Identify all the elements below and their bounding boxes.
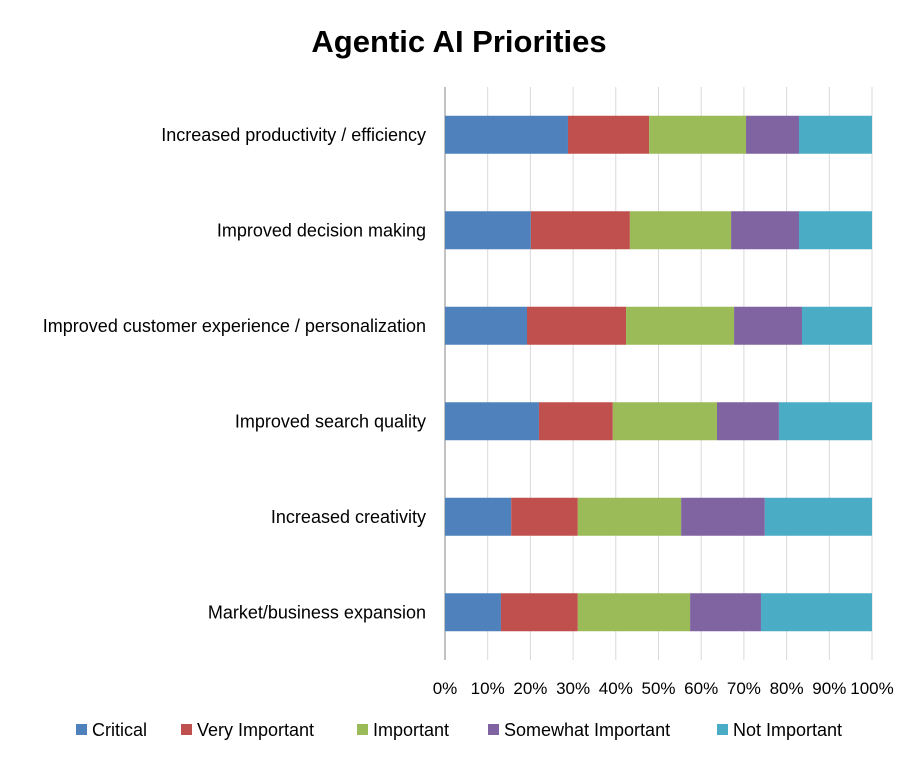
bar-segment-very-important (526, 306, 627, 345)
x-tick-label: 70% (727, 679, 761, 698)
bar-segment-somewhat-important (746, 115, 799, 154)
bar-segment-somewhat-important (681, 497, 765, 536)
legend-swatch (76, 724, 87, 735)
bar-segment-somewhat-important (731, 211, 799, 250)
legend-label: Important (373, 720, 449, 740)
x-tick-label: 30% (556, 679, 590, 698)
bar-segment-critical (445, 306, 527, 345)
legend-swatch (181, 724, 192, 735)
bar-segment-important (577, 497, 682, 536)
bar-segment-important (629, 211, 732, 250)
x-tick-label: 100% (850, 679, 893, 698)
bar-segment-not-important (764, 497, 872, 536)
bar-segment-critical (445, 115, 568, 154)
bar-segment-critical (445, 402, 539, 441)
category-label: Increased creativity (271, 507, 426, 527)
legend-swatch (717, 724, 728, 735)
bar-segment-important (577, 593, 691, 632)
x-tick-label: 40% (599, 679, 633, 698)
x-tick-label: 90% (812, 679, 846, 698)
bar-segment-very-important (511, 497, 578, 536)
bar-segment-important (626, 306, 735, 345)
x-tick-label: 20% (513, 679, 547, 698)
x-tick-label: 50% (641, 679, 675, 698)
legend-label: Not Important (733, 720, 842, 740)
x-tick-label: 80% (770, 679, 804, 698)
category-label: Market/business expansion (208, 602, 426, 622)
legend-swatch (488, 724, 499, 735)
legend-label: Somewhat Important (504, 720, 670, 740)
category-label: Increased productivity / efficiency (161, 125, 426, 145)
category-label: Improved search quality (235, 411, 426, 431)
category-label: Improved decision making (217, 220, 426, 240)
bar-segment-not-important (798, 115, 872, 154)
legend-swatch (357, 724, 368, 735)
bar-segment-somewhat-important (716, 402, 779, 441)
bar-segment-important (612, 402, 717, 441)
x-tick-label: 60% (684, 679, 718, 698)
bar-segment-somewhat-important (690, 593, 761, 632)
bar-segment-not-important (760, 593, 872, 632)
bar-segment-very-important (538, 402, 613, 441)
bar-segment-not-important (778, 402, 872, 441)
bar-segment-critical (445, 497, 512, 536)
category-label: Improved customer experience / personali… (43, 316, 426, 336)
x-tick-label: 0% (433, 679, 458, 698)
bar-segment-very-important (567, 115, 650, 154)
legend-label: Very Important (197, 720, 314, 740)
bar-segment-critical (445, 211, 531, 250)
bar-segment-critical (445, 593, 501, 632)
bar-segment-not-important (798, 211, 872, 250)
bar-segment-not-important (801, 306, 872, 345)
bar-segment-somewhat-important (734, 306, 802, 345)
x-tick-label: 10% (471, 679, 505, 698)
bar-segment-very-important (500, 593, 578, 632)
bar-segment-important (649, 115, 747, 154)
chart-title: Agentic AI Priorities (311, 24, 606, 59)
bar-segment-very-important (530, 211, 630, 250)
legend-label: Critical (92, 720, 147, 740)
